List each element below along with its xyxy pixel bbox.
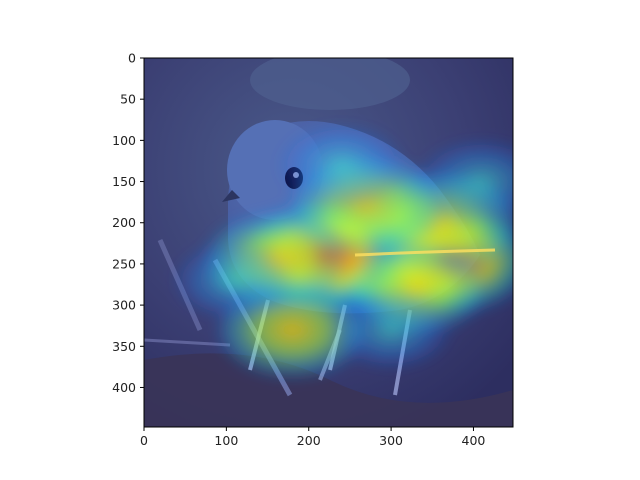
overlay-image xyxy=(144,58,513,427)
y-tick-label: 150 xyxy=(112,174,136,189)
x-tick-label: 300 xyxy=(379,433,403,448)
plot-frame xyxy=(143,57,514,428)
x-tick-label: 400 xyxy=(462,433,486,448)
y-tick-label: 50 xyxy=(120,92,136,107)
y-tick-label: 300 xyxy=(112,298,136,313)
heat-spot xyxy=(170,238,299,323)
y-tick-label: 200 xyxy=(112,215,136,230)
y-tick-label: 100 xyxy=(112,133,136,148)
x-tick-label: 0 xyxy=(140,433,148,448)
heat-spot xyxy=(412,136,513,227)
y-tick-label: 0 xyxy=(128,51,136,66)
heatmap-overlay xyxy=(170,121,513,382)
y-axis: 0 50 100 150 200 250 300 350 400 xyxy=(112,51,144,395)
x-tick-label: 100 xyxy=(214,433,238,448)
x-axis: 0 100 200 300 400 xyxy=(140,427,485,448)
y-tick-label: 400 xyxy=(112,380,136,395)
x-tick-label: 200 xyxy=(297,433,321,448)
y-tick-label: 250 xyxy=(112,256,136,271)
heat-spot xyxy=(274,121,409,209)
y-tick-label: 350 xyxy=(112,339,136,354)
heat-spot xyxy=(326,287,456,372)
